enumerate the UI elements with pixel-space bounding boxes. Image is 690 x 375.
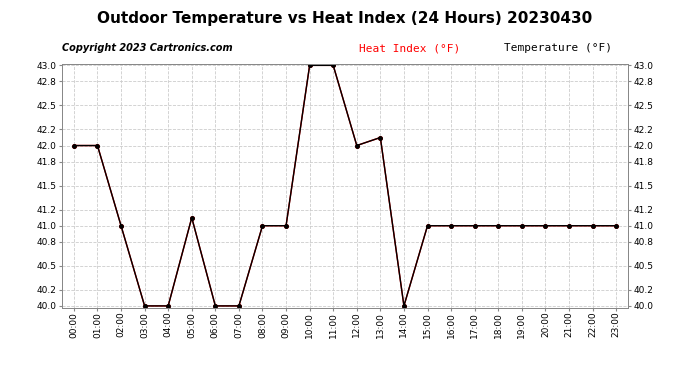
Text: Copyright 2023 Cartronics.com: Copyright 2023 Cartronics.com: [62, 43, 233, 53]
Text: Heat Index (°F): Heat Index (°F): [359, 43, 460, 53]
Text: Outdoor Temperature vs Heat Index (24 Hours) 20230430: Outdoor Temperature vs Heat Index (24 Ho…: [97, 11, 593, 26]
Text: Temperature (°F): Temperature (°F): [504, 43, 612, 53]
